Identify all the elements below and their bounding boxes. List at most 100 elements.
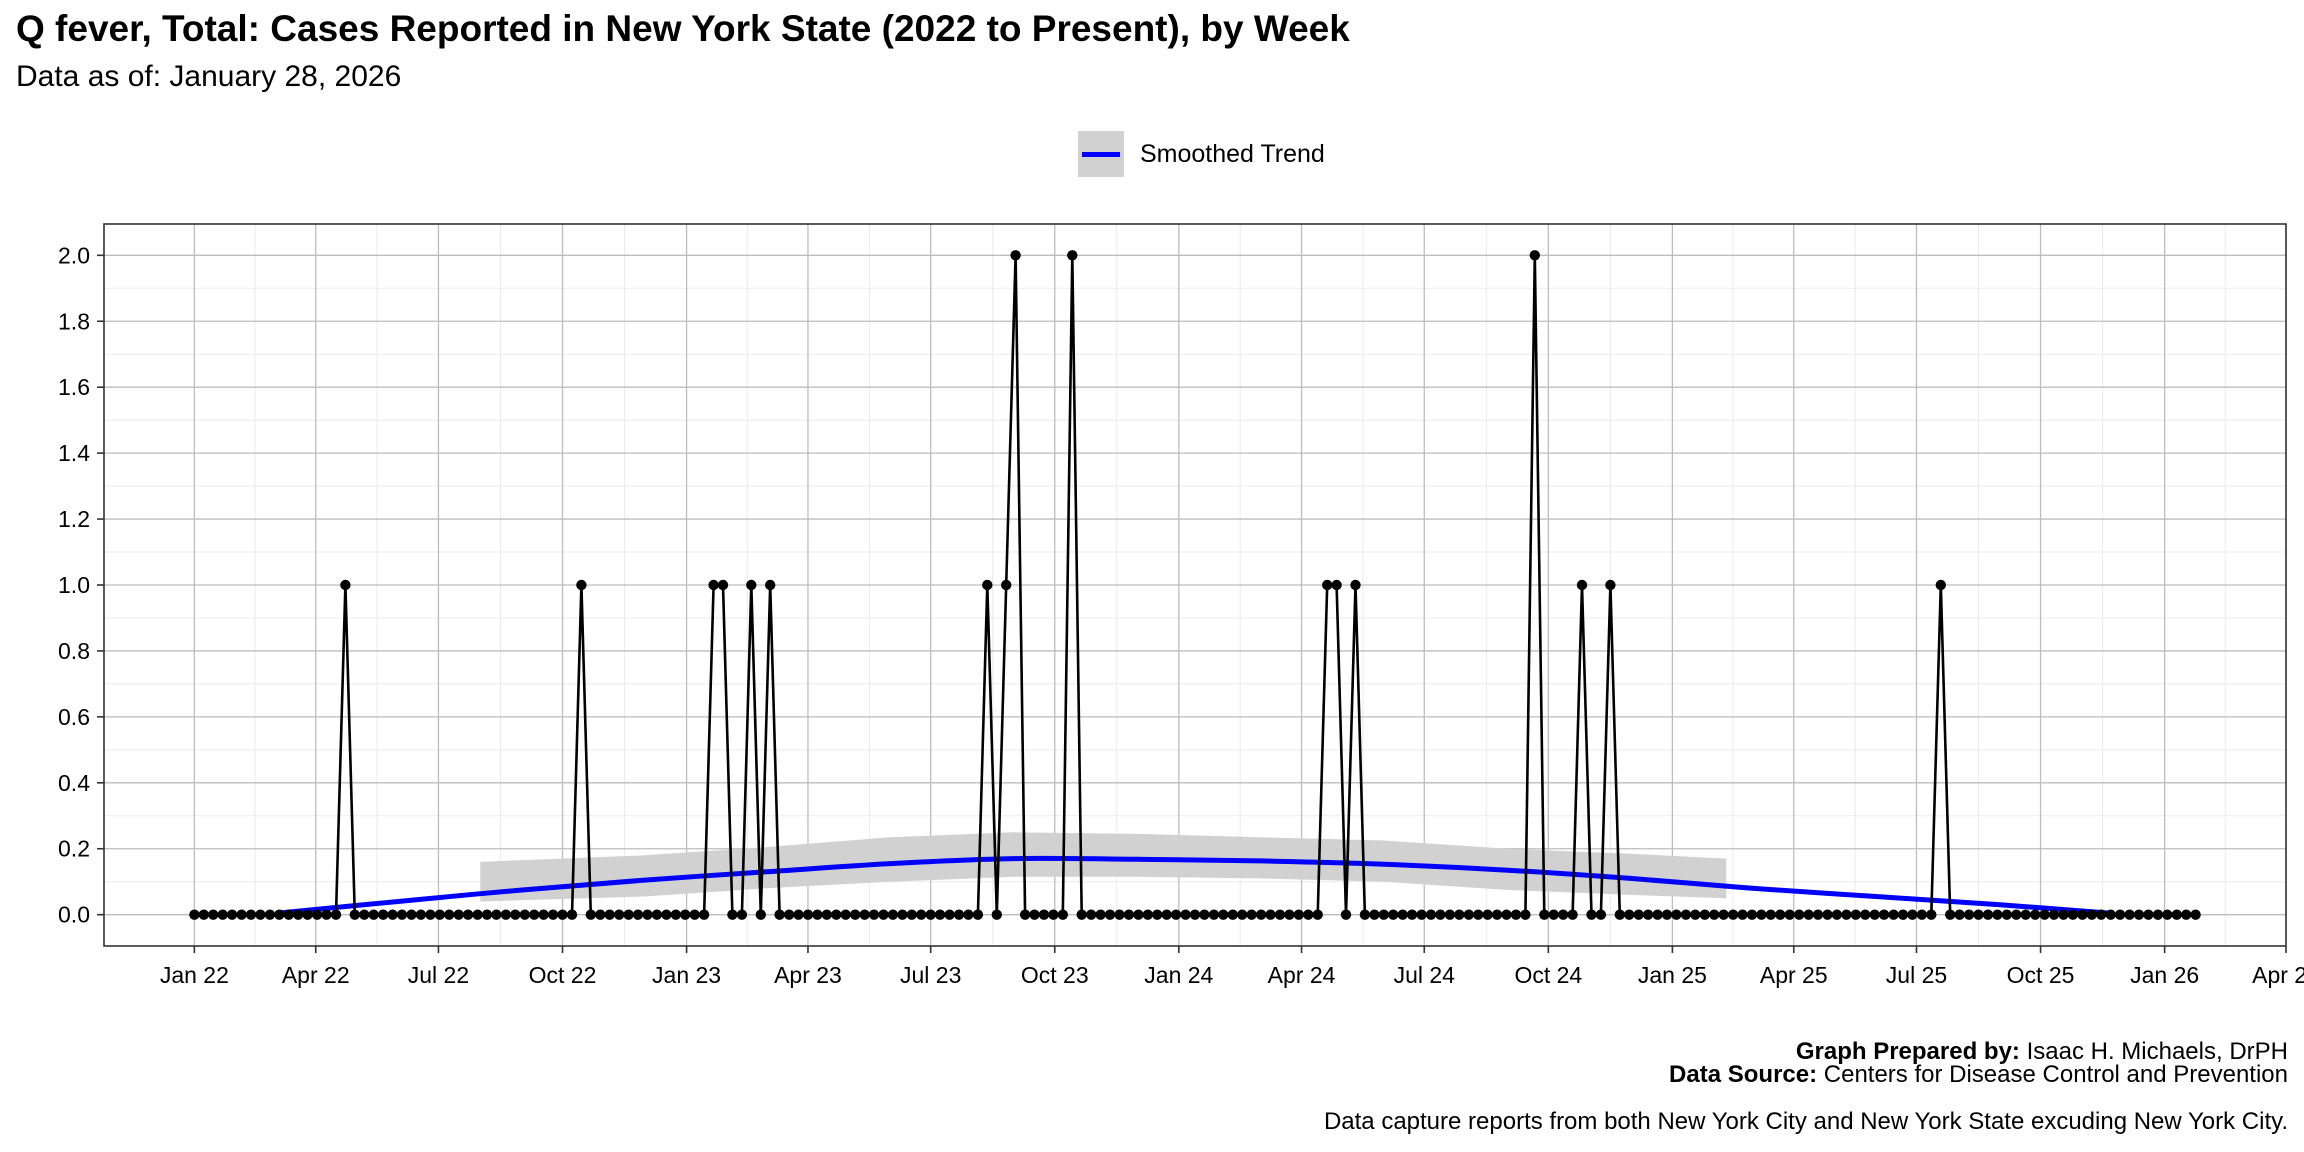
y-tick-label: 0.4: [58, 770, 90, 796]
data-point: [1756, 909, 1767, 920]
data-point: [1284, 909, 1295, 920]
data-point: [670, 909, 681, 920]
data-point: [425, 909, 436, 920]
y-tick-label: 1.6: [58, 374, 90, 400]
data-point: [2124, 909, 2135, 920]
data-point: [1491, 909, 1503, 920]
weekly-cases-series: [189, 250, 2201, 920]
data-point: [1926, 909, 1937, 920]
data-point: [698, 909, 710, 920]
data-point: [1104, 909, 1116, 920]
data-point: [1340, 909, 1352, 920]
y-tick-label: 0.8: [58, 638, 90, 664]
data-point: [802, 909, 814, 920]
x-tick-label: Oct 24: [1514, 962, 1582, 988]
data-point: [878, 909, 889, 920]
data-point: [2011, 909, 2022, 920]
data-point: [415, 909, 427, 920]
data-point: [783, 909, 795, 920]
data-point: [2086, 909, 2097, 920]
data-point: [1218, 909, 1229, 920]
x-tick-label: Jan 25: [1638, 962, 1707, 988]
data-point: [1359, 909, 1371, 920]
data-point: [1746, 909, 1758, 920]
data-point: [1416, 909, 1427, 920]
data-point: [812, 909, 823, 920]
data-point: [274, 909, 285, 920]
x-tick-label: Jan 22: [160, 962, 229, 988]
data-point: [1388, 909, 1399, 920]
y-tick-label: 0.2: [58, 836, 90, 862]
data-point: [1595, 909, 1607, 920]
data-point: [1095, 909, 1106, 920]
data-point: [1784, 909, 1795, 920]
data-point: [547, 909, 559, 920]
x-tick-label: Oct 23: [1021, 962, 1089, 988]
data-point: [566, 909, 578, 920]
data-point: [245, 909, 257, 920]
data-point: [1170, 909, 1182, 920]
data-point: [491, 909, 502, 920]
data-point: [2058, 909, 2069, 920]
data-point: [1019, 909, 1031, 920]
data-point: [1029, 909, 1040, 920]
y-tick-label: 1.0: [58, 572, 90, 598]
data-point: [340, 579, 351, 591]
chart-subtitle: Data as of: January 28, 2026: [16, 60, 402, 93]
data-point: [821, 909, 832, 920]
data-point: [1180, 909, 1191, 920]
data-point: [1246, 909, 1257, 920]
data-point: [680, 909, 691, 920]
data-point: [349, 909, 360, 920]
data-point: [1350, 579, 1361, 591]
y-tick-label: 1.4: [58, 440, 90, 466]
data-point: [991, 909, 1002, 920]
data-point: [538, 909, 549, 920]
data-point: [387, 909, 398, 920]
data-point: [859, 909, 870, 920]
data-point: [1586, 909, 1597, 920]
data-point: [1794, 909, 1805, 920]
data-point: [982, 579, 993, 591]
data-point: [302, 909, 313, 920]
x-tick-label: Jul 22: [408, 962, 469, 988]
data-point: [1473, 909, 1484, 920]
data-point: [708, 579, 719, 591]
data-point: [510, 909, 521, 920]
x-tick-label: Apr 25: [1760, 962, 1828, 988]
data-point: [1189, 909, 1201, 920]
data-point: [576, 579, 587, 591]
data-point: [311, 909, 323, 920]
data-point: [1727, 909, 1739, 920]
data-source-caption: Data Source: Centers for Disease Control…: [1669, 1063, 2288, 1087]
data-point: [642, 909, 653, 920]
y-tick-label: 2.0: [58, 242, 90, 268]
data-point: [1822, 909, 1833, 920]
data-point: [651, 909, 663, 920]
data-point: [963, 909, 974, 920]
data-point: [444, 909, 455, 920]
y-tick-label: 0.6: [58, 704, 90, 730]
data-point: [1255, 909, 1267, 920]
data-point: [2133, 909, 2145, 920]
data-point: [746, 579, 757, 591]
data-point: [1558, 909, 1569, 920]
data-point: [406, 909, 417, 920]
data-point: [1010, 250, 1021, 261]
data-point: [226, 909, 238, 920]
data-point: [1086, 909, 1097, 920]
x-tick-label: Jan 23: [652, 962, 721, 988]
data-point: [595, 909, 606, 920]
x-tick-label: Jan 24: [1144, 962, 1213, 988]
data-point: [623, 909, 634, 920]
data-point: [1057, 909, 1069, 920]
data-point: [330, 909, 342, 920]
data-point: [1501, 909, 1512, 920]
data-point: [1133, 909, 1144, 920]
data-point: [1303, 909, 1314, 920]
data-point: [1803, 909, 1814, 920]
data-point: [717, 579, 729, 591]
data-point: [1907, 909, 1918, 920]
legend: Smoothed Trend: [1078, 130, 1325, 178]
data-point: [793, 909, 804, 920]
